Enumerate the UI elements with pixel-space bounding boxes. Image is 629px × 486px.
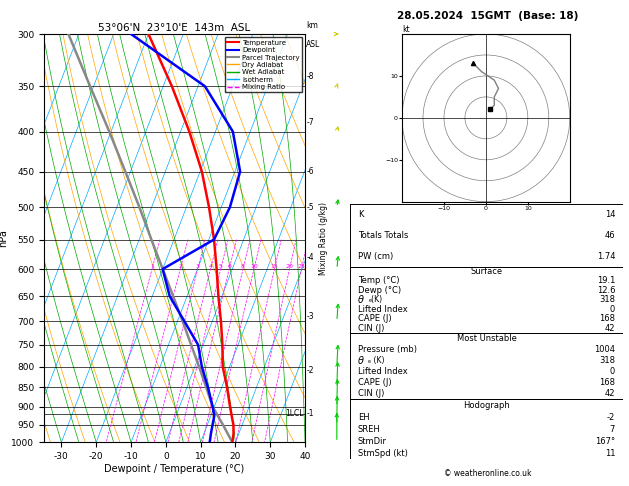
Text: 10: 10 xyxy=(250,264,258,269)
Y-axis label: hPa: hPa xyxy=(0,229,9,247)
Text: 3: 3 xyxy=(196,264,199,269)
Text: 25: 25 xyxy=(298,264,306,269)
Text: 28.05.2024  15GMT  (Base: 18): 28.05.2024 15GMT (Base: 18) xyxy=(397,11,578,21)
Text: -6: -6 xyxy=(307,167,314,176)
Text: 167°: 167° xyxy=(595,437,615,446)
Text: StmDir: StmDir xyxy=(358,437,387,446)
Text: CIN (J): CIN (J) xyxy=(358,324,384,333)
Text: 7: 7 xyxy=(610,425,615,434)
Text: 1: 1 xyxy=(150,264,154,269)
Text: Most Unstable: Most Unstable xyxy=(457,334,516,343)
Text: 1LCL: 1LCL xyxy=(286,410,304,418)
Text: -3: -3 xyxy=(307,312,314,321)
Text: 318: 318 xyxy=(599,356,615,365)
Text: 46: 46 xyxy=(604,231,615,240)
Text: kt: kt xyxy=(402,25,409,34)
Text: Hodograph: Hodograph xyxy=(463,401,510,410)
Text: Mixing Ratio (g/kg): Mixing Ratio (g/kg) xyxy=(319,202,328,275)
Text: θ: θ xyxy=(358,295,364,305)
Text: 1004: 1004 xyxy=(594,345,615,354)
Text: 42: 42 xyxy=(604,324,615,333)
Text: 12.6: 12.6 xyxy=(597,286,615,295)
Text: 4: 4 xyxy=(208,264,213,269)
Text: Lifted Index: Lifted Index xyxy=(358,305,408,314)
Text: 5: 5 xyxy=(219,264,223,269)
Text: StmSpd (kt): StmSpd (kt) xyxy=(358,449,408,458)
Text: 15: 15 xyxy=(270,264,279,269)
Text: ₑ (K): ₑ (K) xyxy=(367,356,384,365)
Text: CAPE (J): CAPE (J) xyxy=(358,378,392,387)
Text: Lifted Index: Lifted Index xyxy=(358,367,408,376)
Text: 1.74: 1.74 xyxy=(597,252,615,260)
Text: 20: 20 xyxy=(286,264,294,269)
Text: Dewp (°C): Dewp (°C) xyxy=(358,286,401,295)
Text: -2: -2 xyxy=(307,366,314,375)
Text: 8: 8 xyxy=(241,264,245,269)
Text: EH: EH xyxy=(358,413,370,422)
Text: PW (cm): PW (cm) xyxy=(358,252,393,260)
Text: 19.1: 19.1 xyxy=(597,277,615,285)
Text: km: km xyxy=(306,21,318,30)
Text: θ: θ xyxy=(358,356,364,365)
Text: ₑ(K): ₑ(K) xyxy=(369,295,383,304)
Text: 42: 42 xyxy=(604,389,615,399)
Text: CAPE (J): CAPE (J) xyxy=(358,314,392,323)
Text: -2: -2 xyxy=(607,413,615,422)
Text: Pressure (mb): Pressure (mb) xyxy=(358,345,417,354)
Text: -5: -5 xyxy=(307,203,314,212)
X-axis label: Dewpoint / Temperature (°C): Dewpoint / Temperature (°C) xyxy=(104,464,245,474)
Text: Surface: Surface xyxy=(470,267,503,276)
Legend: Temperature, Dewpoint, Parcel Trajectory, Dry Adiabat, Wet Adiabat, Isotherm, Mi: Temperature, Dewpoint, Parcel Trajectory… xyxy=(225,37,301,92)
Text: 6: 6 xyxy=(227,264,231,269)
Text: ASL: ASL xyxy=(306,40,321,49)
Text: 14: 14 xyxy=(604,210,615,219)
Text: Totals Totals: Totals Totals xyxy=(358,231,408,240)
Text: SREH: SREH xyxy=(358,425,381,434)
Text: Temp (°C): Temp (°C) xyxy=(358,277,399,285)
Text: 2: 2 xyxy=(178,264,182,269)
Text: CIN (J): CIN (J) xyxy=(358,389,384,399)
Text: -8: -8 xyxy=(307,72,314,81)
Text: 0: 0 xyxy=(610,367,615,376)
Text: 318: 318 xyxy=(599,295,615,304)
Text: -1: -1 xyxy=(307,410,314,418)
Title: 53°06'N  23°10'E  143m  ASL: 53°06'N 23°10'E 143m ASL xyxy=(98,23,251,33)
Text: 0: 0 xyxy=(610,305,615,314)
Text: K: K xyxy=(358,210,364,219)
Text: 168: 168 xyxy=(599,314,615,323)
Text: -4: -4 xyxy=(307,253,314,262)
Text: 11: 11 xyxy=(604,449,615,458)
Text: -7: -7 xyxy=(307,119,314,127)
Text: 168: 168 xyxy=(599,378,615,387)
Text: © weatheronline.co.uk: © weatheronline.co.uk xyxy=(443,469,532,478)
